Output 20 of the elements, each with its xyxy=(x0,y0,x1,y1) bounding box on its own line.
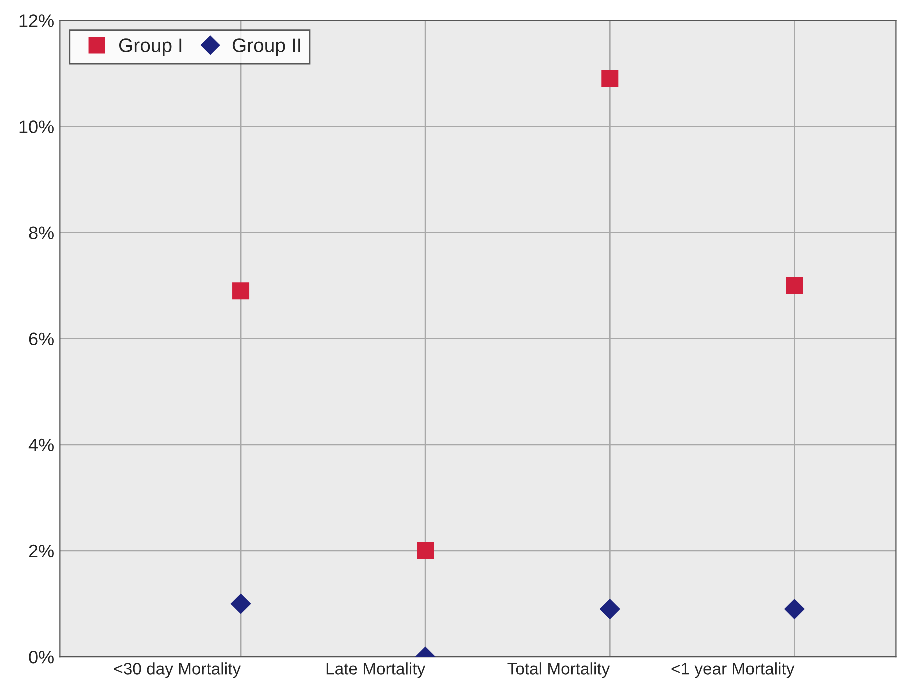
legend-label: Group I xyxy=(119,38,182,56)
y-tick-label: 4% xyxy=(28,438,54,452)
x-tick-label: <1 year Mortality xyxy=(672,662,795,678)
point xyxy=(232,282,250,300)
y-tick-label: 12% xyxy=(20,14,54,28)
point xyxy=(602,70,619,88)
y-tick-label: 6% xyxy=(29,332,54,346)
y-tick-label: 0% xyxy=(29,650,54,664)
legend-label: Group II xyxy=(232,38,300,56)
point xyxy=(417,542,434,560)
y-tick-label: 8% xyxy=(29,226,54,240)
x-tick-label: <30 day Mortality xyxy=(114,662,242,678)
point xyxy=(784,599,805,620)
x-tick-label: Late Mortality xyxy=(326,662,426,678)
point xyxy=(786,277,804,294)
point xyxy=(600,599,620,620)
point xyxy=(230,594,252,614)
y-tick-label: 2% xyxy=(29,544,54,558)
x-tick-label: Total Mortality xyxy=(508,662,610,678)
y-tick-label: 10% xyxy=(20,120,54,134)
